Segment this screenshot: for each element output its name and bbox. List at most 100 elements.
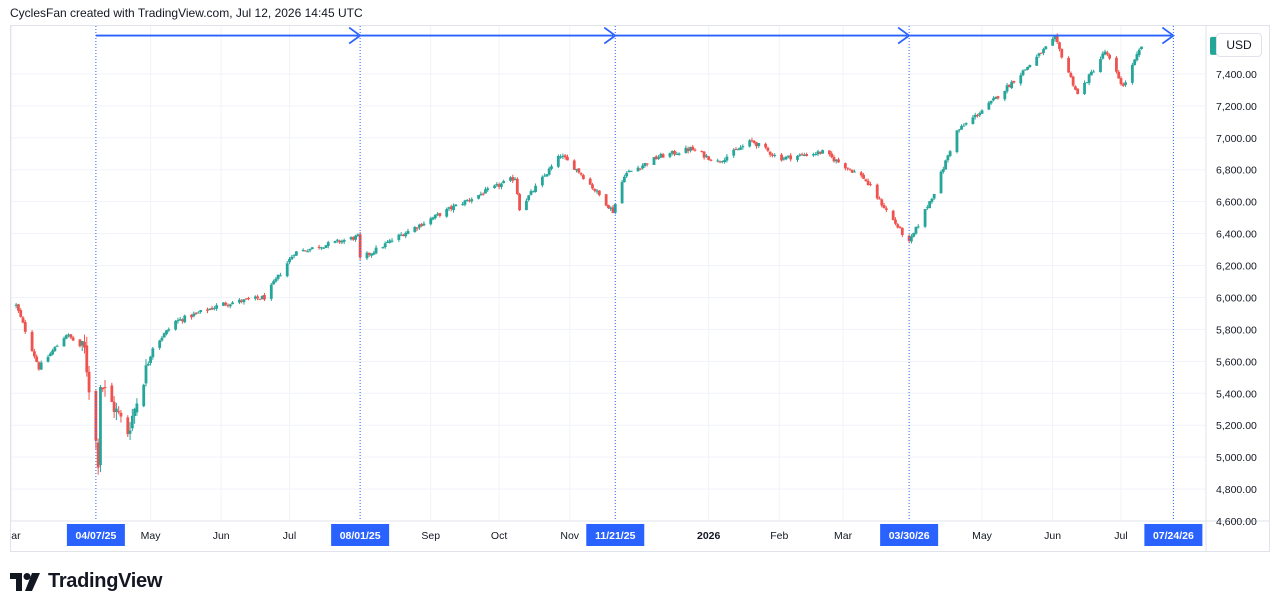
- candle-body[interactable]: [782, 158, 786, 160]
- candle-body[interactable]: [914, 226, 918, 234]
- candle-body[interactable]: [960, 126, 963, 130]
- candle-body[interactable]: [256, 296, 260, 299]
- candle-body[interactable]: [1119, 78, 1123, 85]
- candle-body[interactable]: [196, 312, 200, 314]
- candle-body[interactable]: [559, 156, 562, 158]
- candle-body[interactable]: [365, 252, 369, 259]
- candle-body[interactable]: [575, 169, 578, 171]
- candle-body[interactable]: [543, 175, 547, 177]
- candle-body[interactable]: [928, 201, 932, 209]
- candlestick-chart[interactable]: 80 bars, 116d79 bars, 112d86 bars, 129d8…: [11, 26, 1269, 551]
- candle-body[interactable]: [636, 167, 640, 172]
- candle-body[interactable]: [1035, 56, 1039, 66]
- candle-body[interactable]: [499, 183, 503, 188]
- candle-body[interactable]: [930, 198, 934, 202]
- candle-body[interactable]: [320, 247, 323, 249]
- candle-body[interactable]: [764, 143, 768, 148]
- candle-body[interactable]: [1023, 69, 1027, 71]
- candle-body[interactable]: [923, 209, 927, 227]
- candle-body[interactable]: [604, 194, 608, 206]
- candle-body[interactable]: [263, 295, 266, 300]
- candle-body[interactable]: [686, 148, 690, 152]
- candle-body[interactable]: [843, 163, 847, 169]
- candle-body[interactable]: [1039, 52, 1043, 54]
- cycle-date-tag[interactable]: [331, 524, 390, 546]
- candle-body[interactable]: [716, 160, 720, 162]
- candle-body[interactable]: [199, 310, 203, 313]
- candle-body[interactable]: [670, 151, 674, 154]
- candle-body[interactable]: [704, 155, 708, 157]
- candle-body[interactable]: [518, 193, 521, 211]
- chart-panel[interactable]: 80 bars, 116d79 bars, 112d86 bars, 129d8…: [10, 25, 1270, 552]
- candle-body[interactable]: [896, 224, 900, 228]
- candle-body[interactable]: [591, 184, 594, 189]
- candle-body[interactable]: [417, 224, 421, 228]
- candle-body[interactable]: [611, 207, 615, 213]
- candle-body[interactable]: [454, 204, 458, 207]
- candle-body[interactable]: [1042, 49, 1045, 53]
- candle-body[interactable]: [525, 200, 528, 211]
- candle-body[interactable]: [837, 159, 840, 163]
- candle-body[interactable]: [668, 153, 672, 157]
- candle-body[interactable]: [292, 255, 296, 257]
- candle-body[interactable]: [1026, 66, 1029, 70]
- candle-body[interactable]: [645, 163, 649, 165]
- candle-body[interactable]: [1003, 90, 1007, 100]
- candle-body[interactable]: [351, 237, 355, 240]
- candle-body[interactable]: [732, 149, 736, 156]
- candle-body[interactable]: [723, 160, 727, 163]
- candle-body[interactable]: [948, 151, 952, 156]
- candle-body[interactable]: [771, 154, 774, 156]
- candle-body[interactable]: [99, 387, 102, 466]
- candle-body[interactable]: [864, 179, 868, 182]
- candle-body[interactable]: [675, 153, 679, 155]
- candle-body[interactable]: [766, 147, 770, 151]
- candle-body[interactable]: [96, 442, 100, 468]
- candle-body[interactable]: [572, 160, 576, 170]
- candle-body[interactable]: [1067, 57, 1070, 73]
- candle-body[interactable]: [452, 205, 455, 211]
- candle-body[interactable]: [1010, 81, 1014, 89]
- candle-body[interactable]: [326, 242, 330, 247]
- candle-body[interactable]: [980, 110, 984, 114]
- candle-body[interactable]: [470, 199, 474, 202]
- candle-body[interactable]: [126, 417, 130, 435]
- candle-body[interactable]: [673, 150, 676, 155]
- candle-body[interactable]: [502, 181, 506, 184]
- candle-body[interactable]: [422, 223, 426, 226]
- candle-body[interactable]: [1089, 71, 1093, 76]
- candle-body[interactable]: [866, 180, 870, 185]
- candle-body[interactable]: [1140, 46, 1143, 50]
- candle-body[interactable]: [534, 185, 537, 193]
- candle-body[interactable]: [994, 96, 998, 99]
- candle-body[interactable]: [333, 240, 337, 243]
- candle-body[interactable]: [151, 348, 155, 358]
- candle-body[interactable]: [971, 117, 975, 124]
- candle-body[interactable]: [477, 195, 480, 199]
- candle-body[interactable]: [691, 146, 695, 151]
- candle-body[interactable]: [274, 278, 278, 282]
- candle-body[interactable]: [481, 193, 485, 195]
- candle-body[interactable]: [978, 113, 982, 116]
- candle-body[interactable]: [85, 345, 89, 373]
- candle-body[interactable]: [181, 319, 184, 322]
- candle-body[interactable]: [210, 307, 214, 310]
- candle-body[interactable]: [215, 305, 219, 309]
- candle-body[interactable]: [94, 390, 98, 441]
- candle-body[interactable]: [149, 356, 152, 363]
- candle-body[interactable]: [907, 235, 911, 241]
- candle-body[interactable]: [693, 149, 697, 151]
- candle-body[interactable]: [964, 123, 968, 125]
- candle-body[interactable]: [588, 178, 592, 185]
- candle-body[interactable]: [306, 251, 310, 253]
- candle-body[interactable]: [992, 98, 995, 101]
- currency-button[interactable]: USD: [1216, 33, 1262, 57]
- candle-body[interactable]: [301, 249, 305, 252]
- candle-body[interactable]: [276, 274, 280, 279]
- candle-body[interactable]: [659, 154, 663, 158]
- candle-body[interactable]: [112, 401, 116, 412]
- candle-body[interactable]: [310, 247, 314, 250]
- candle-body[interactable]: [1115, 57, 1118, 72]
- candle-body[interactable]: [973, 114, 977, 118]
- candle-body[interactable]: [878, 198, 881, 200]
